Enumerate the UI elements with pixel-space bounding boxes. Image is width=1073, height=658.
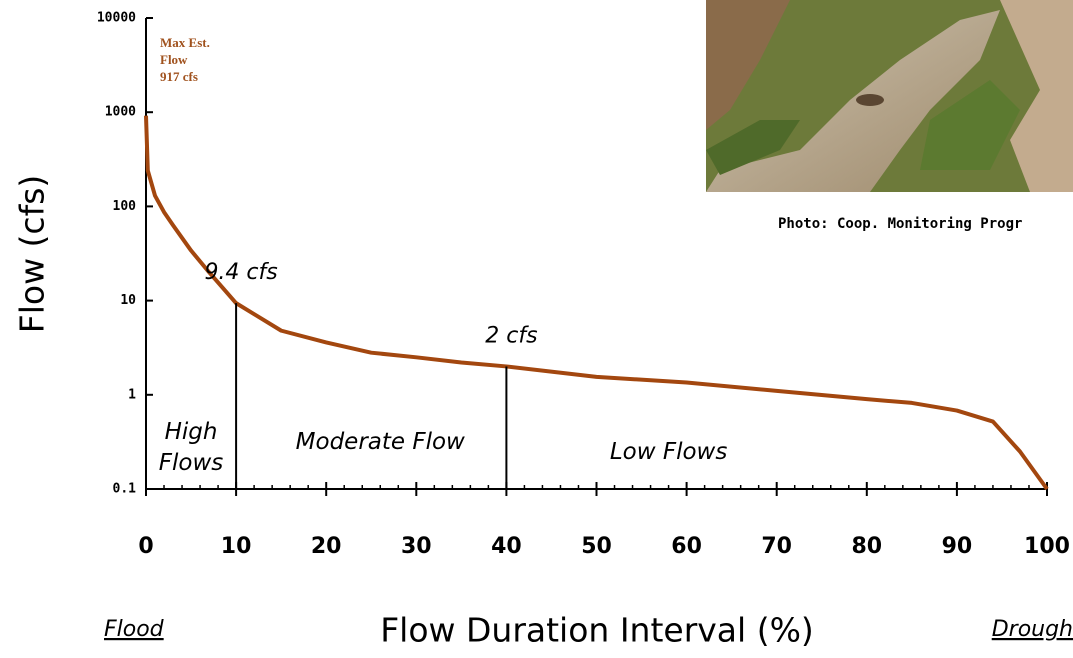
region-line: Moderate Flow (296, 429, 465, 455)
max-note-line: 917 cfs (160, 69, 198, 84)
y-tick-label: 100 (113, 199, 137, 214)
chart: Photo: Coop. Monitoring Progr Max Est. Fl… (0, 0, 1073, 658)
annotation: 9.4 cfs (204, 260, 277, 285)
max-note-line: Max Est. (160, 35, 210, 50)
y-tick-label: 10000 (97, 11, 136, 26)
region-label: High Flows (159, 419, 224, 476)
x-tick-label: 70 (761, 534, 792, 559)
region-line: Low Flows (610, 439, 728, 465)
photo-caption: Photo: Coop. Monitoring Progr (778, 216, 1022, 232)
region-label: Low Flows (610, 439, 728, 465)
x-axis-title: Flow Duration Interval (%) (380, 611, 814, 650)
region-line: High (165, 419, 218, 445)
y-tick-label: 10 (120, 293, 136, 308)
x-tick-label: 60 (671, 534, 702, 559)
y-tick-label: 0.1 (113, 482, 137, 497)
x-tick-label: 40 (491, 534, 522, 559)
max-note-line: Flow (160, 52, 188, 67)
region-label: Moderate Flow (296, 429, 465, 455)
x-tick-label: 10 (221, 534, 252, 559)
x-tick-label: 80 (851, 534, 882, 559)
x-tick-label: 50 (581, 534, 612, 559)
annotation: 2 cfs (485, 323, 537, 348)
x-tick-label: 90 (942, 534, 973, 559)
y-axis-title: Flow (cfs) (13, 175, 52, 334)
y-tick-label: 1000 (105, 105, 136, 120)
max-note: Max Est. Flow 917 cfs (160, 35, 210, 84)
photo (706, 0, 1073, 192)
x-tick-label: 100 (1024, 534, 1070, 559)
x-tick-label: 20 (311, 534, 342, 559)
x-tick-label: 0 (138, 534, 153, 559)
region-line: Flows (159, 450, 224, 476)
y-tick-label: 1 (128, 387, 136, 402)
end-label-left: Flood (104, 617, 165, 642)
x-tick-label: 30 (401, 534, 432, 559)
end-label-right: Drough (992, 617, 1073, 642)
